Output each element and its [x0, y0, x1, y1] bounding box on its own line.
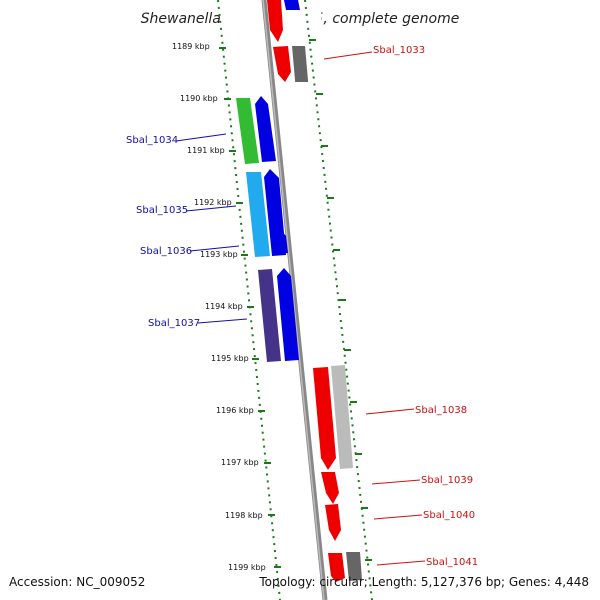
gene-block-sbal-1035-cyan: [246, 172, 270, 257]
gene-arrow-sbal-1039: [321, 472, 339, 504]
gene-arrow-sbal-1038: [313, 367, 336, 470]
kbp-labels: 1189 kbp 1190 kbp 1191 kbp 1192 kbp 1193…: [172, 42, 266, 572]
gene-label-sbal-1041[interactable]: Sbal_1041: [426, 557, 478, 568]
gene-arrow-sbal-1033: [273, 46, 291, 82]
right-tick-line: [304, 0, 373, 600]
gene-label-sbal-1038[interactable]: Sbal_1038: [415, 405, 467, 416]
right-major-ticks: [309, 39, 372, 561]
gene-arrow-sbal-1036: [272, 228, 288, 254]
kbp-label: 1189 kbp: [172, 42, 210, 51]
kbp-label: 1196 kbp: [216, 406, 254, 415]
gene-block-sbal-1037-purple: [258, 269, 281, 362]
gene-arrow-top-red: [267, 0, 283, 42]
accession-text: Accession: NC_009052: [9, 575, 145, 589]
gene-label-sbal-1039[interactable]: Sbal_1039: [421, 475, 473, 486]
kbp-label: 1195 kbp: [211, 354, 249, 363]
gene-label-sbal-1040[interactable]: Sbal_1040: [423, 510, 475, 521]
kbp-label: 1197 kbp: [221, 458, 259, 467]
kbp-label: 1194 kbp: [205, 302, 243, 311]
kbp-label: 1190 kbp: [180, 94, 218, 103]
kbp-label: 1191 kbp: [187, 146, 225, 155]
kbp-label: 1193 kbp: [200, 250, 238, 259]
gene-block-sbal-1034-green: [236, 98, 259, 164]
genome-backbone: [261, 0, 328, 600]
gene-arrow-sbal-1037: [277, 268, 299, 361]
left-tick-line: [217, 0, 281, 600]
gene-block-sbal-1033-gray: [292, 46, 309, 82]
gene-block-sbal-1038-gray: [331, 365, 353, 469]
gene-label-sbal-1034[interactable]: Sbal_1034: [126, 135, 178, 146]
topology-text: Topology: circular; Length: 5,127,376 bp…: [258, 575, 589, 589]
kbp-label: 1192 kbp: [194, 198, 232, 207]
gene-label-sbal-1037[interactable]: Sbal_1037: [148, 318, 200, 329]
gene-block-sbal-1041-gray: [346, 552, 362, 581]
gene-arrow-sbal-1041: [328, 553, 345, 582]
left-major-ticks: [219, 47, 281, 568]
gene-arrow-top-blue: [284, 0, 300, 10]
left-gene-labels: Sbal_1034 Sbal_1035 Sbal_1036 Sbal_1037: [126, 133, 248, 329]
right-gene-labels: Sbal_1033 Sbal_1038 Sbal_1039 Sbal_1040 …: [323, 45, 478, 568]
gene-label-sbal-1033[interactable]: Sbal_1033: [373, 45, 425, 56]
gene-arrow-sbal-1040: [325, 504, 341, 541]
kbp-label: 1199 kbp: [228, 563, 266, 572]
gene-arrow-sbal-1034: [255, 96, 276, 162]
gene-label-sbal-1036[interactable]: Sbal_1036: [140, 246, 192, 257]
kbp-label: 1198 kbp: [225, 511, 263, 520]
gene-label-sbal-1035[interactable]: Sbal_1035: [136, 205, 188, 216]
gene-band: [223, 0, 372, 600]
